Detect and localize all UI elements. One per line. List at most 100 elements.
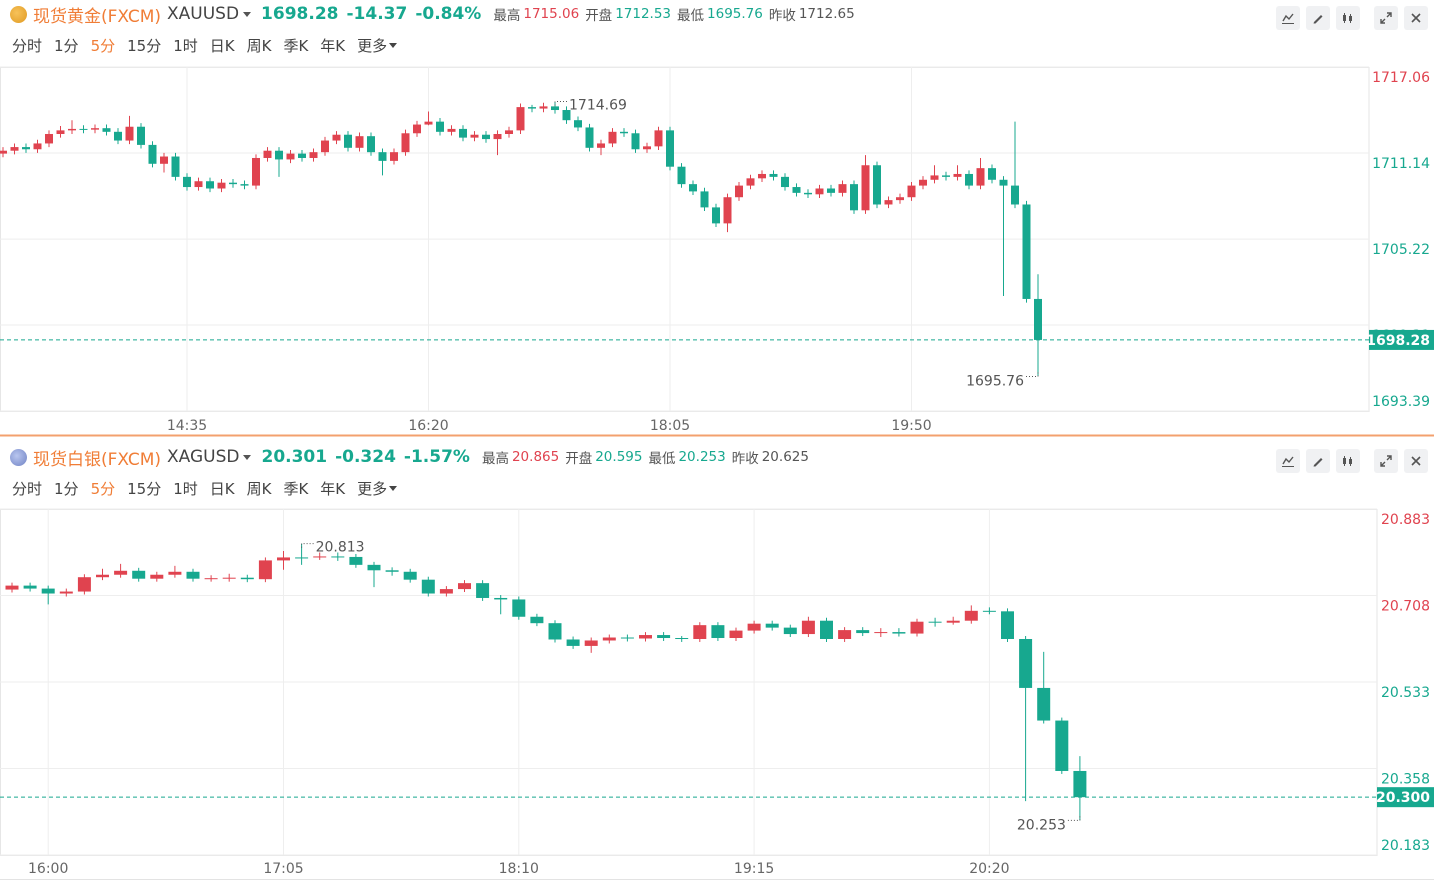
last-price: 1698.28 xyxy=(261,4,339,24)
period-tab[interactable]: 分时 xyxy=(12,36,43,55)
candle-body xyxy=(493,133,502,140)
candle-body xyxy=(252,157,260,186)
period-tab[interactable]: 5分 xyxy=(90,479,116,498)
indicator-button[interactable] xyxy=(1276,449,1300,473)
current-price-tag xyxy=(1377,787,1434,808)
candle-body xyxy=(263,150,272,158)
candle-body xyxy=(168,571,182,575)
period-tab[interactable]: 周K xyxy=(246,36,272,55)
y-tick-label: 20.358 xyxy=(1381,772,1430,788)
candle-style-button[interactable] xyxy=(1336,6,1360,30)
candle-body xyxy=(56,130,65,134)
candle-body xyxy=(584,640,598,646)
period-tab[interactable]: 季K xyxy=(283,36,309,55)
period-tab[interactable]: 年K xyxy=(320,36,346,55)
current-price-label: 1698.28 xyxy=(1366,333,1430,349)
candle-body xyxy=(114,570,128,575)
candle-body xyxy=(1001,611,1014,639)
candle-body xyxy=(602,637,616,641)
stat-label: 开盘 xyxy=(585,8,613,24)
price-change-pct: -0.84% xyxy=(415,4,482,24)
candle-body xyxy=(183,176,191,188)
period-tab[interactable]: 季K xyxy=(283,479,309,498)
candle-body xyxy=(313,556,327,558)
candle-body xyxy=(10,147,19,151)
candle-body xyxy=(689,184,697,192)
candle-body xyxy=(654,130,663,147)
close-button[interactable] xyxy=(1404,449,1428,473)
candle-body xyxy=(137,126,145,145)
button-icon xyxy=(1343,13,1352,23)
stat-value: 20.865 xyxy=(511,449,560,465)
current-price-tag xyxy=(1369,329,1434,350)
candle-body xyxy=(562,110,571,121)
candle-body xyxy=(459,128,467,138)
high-label: 20.813 xyxy=(316,540,365,556)
chart-plot: 1693.391699.311705.221711.141717.0614:35… xyxy=(0,66,1434,434)
period-tab[interactable]: 5分 xyxy=(90,36,116,55)
x-tick-label: 17:05 xyxy=(263,861,303,877)
stat-label: 开盘 xyxy=(565,451,593,467)
candle-body xyxy=(988,168,996,180)
period-tab[interactable]: 15分 xyxy=(127,479,162,498)
candle-body xyxy=(976,168,985,186)
period-tab[interactable]: 15分 xyxy=(127,36,162,55)
candle-body xyxy=(1073,770,1087,798)
candle-body xyxy=(132,570,146,579)
candle-body xyxy=(309,152,318,158)
indicator-button[interactable] xyxy=(1276,6,1300,30)
candle-body xyxy=(884,200,893,205)
candle-body xyxy=(982,610,996,612)
candle-body xyxy=(403,571,417,580)
high-label: 1714.69 xyxy=(569,97,627,113)
candle-body xyxy=(873,165,881,205)
candle-body xyxy=(820,620,833,639)
candle-body xyxy=(494,597,508,600)
y-tick-label: 20.883 xyxy=(1381,512,1430,528)
candle-body xyxy=(765,623,779,628)
fullscreen-button[interactable] xyxy=(1374,449,1398,473)
candle-body xyxy=(608,131,617,144)
period-tab[interactable]: 日K xyxy=(209,36,235,55)
candle-body xyxy=(458,583,471,590)
stat-label: 最低 xyxy=(677,8,705,24)
period-tab[interactable]: 1分 xyxy=(54,479,79,498)
y-tick-label: 20.708 xyxy=(1381,599,1430,615)
candle-body xyxy=(999,179,1008,186)
button-icon xyxy=(1411,456,1421,466)
symbol-dropdown[interactable] xyxy=(243,11,252,17)
symbol-dropdown[interactable] xyxy=(243,454,252,460)
button-icon xyxy=(1380,12,1392,24)
period-tab[interactable]: 1分 xyxy=(54,36,79,55)
period-tabs: 分时 1分 5分 15分 1时 日K 周K 季K 年K 更多 xyxy=(12,476,407,500)
stat-value: 1712.65 xyxy=(798,6,855,22)
candle-body xyxy=(964,610,978,621)
instrument-title: 现货白银(FXCM) xyxy=(33,449,161,470)
candle-body xyxy=(229,182,237,185)
candle-body xyxy=(1019,638,1033,688)
fullscreen-button[interactable] xyxy=(1374,6,1398,30)
draw-button[interactable] xyxy=(1306,449,1330,473)
x-tick-label: 19:15 xyxy=(734,861,774,877)
period-tab[interactable]: 日K xyxy=(209,479,235,498)
candle-body xyxy=(781,176,789,188)
period-tab[interactable]: 1时 xyxy=(173,36,198,55)
close-button[interactable] xyxy=(1404,6,1428,30)
period-tab[interactable]: 年K xyxy=(320,479,346,498)
candle-body xyxy=(723,197,732,224)
period-tab[interactable]: 1时 xyxy=(173,479,198,498)
period-tab[interactable]: 分时 xyxy=(12,479,43,498)
draw-button[interactable] xyxy=(1306,6,1330,30)
period-tab[interactable]: 周K xyxy=(246,479,272,498)
low-label: 20.253 xyxy=(1017,817,1066,833)
candle-body xyxy=(712,207,720,224)
candle-body xyxy=(735,185,743,198)
candle-body xyxy=(206,181,214,189)
candle-body xyxy=(827,188,835,193)
candle-body xyxy=(747,623,761,631)
period-tab[interactable]: 更多 xyxy=(357,36,388,55)
candle-style-button[interactable] xyxy=(1336,449,1360,473)
period-tab[interactable]: 更多 xyxy=(357,479,388,498)
